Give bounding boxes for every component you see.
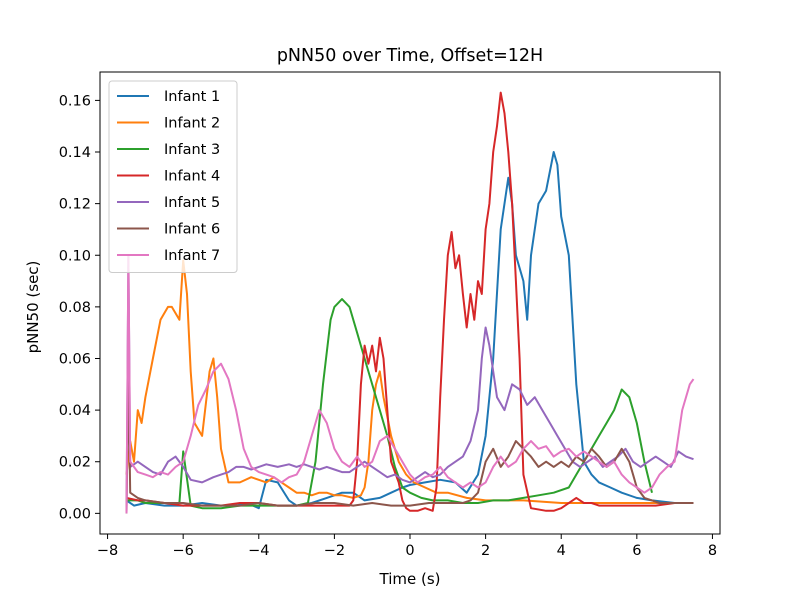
legend-label: Infant 5 [164, 195, 220, 211]
series-line-infant-7 [125, 254, 695, 514]
x-tick-label: 8 [708, 543, 717, 559]
y-axis-label: pNN50 (sec) [24, 261, 42, 354]
y-tick-label: 0.14 [59, 145, 91, 161]
y-tick-label: 0.16 [59, 93, 91, 109]
y-tick-label: 0.08 [59, 300, 91, 316]
x-tick-label: 2 [481, 543, 490, 559]
chart-title: pNN50 over Time, Offset=12H [277, 46, 543, 66]
series-line-infant-4 [126, 91, 694, 512]
legend-label: Infant 7 [164, 248, 220, 264]
legend-box [108, 80, 238, 273]
x-tick-label: −4 [248, 543, 269, 559]
y-tick-label: 0.06 [59, 351, 91, 367]
x-axis-label: Time (s) [379, 570, 441, 588]
y-tick-label: 0.10 [59, 248, 91, 264]
y-tick-label: 0.12 [59, 197, 91, 213]
x-tick-label: 0 [405, 543, 414, 559]
legend-label: Infant 2 [164, 116, 220, 132]
x-tick-label: 6 [632, 543, 641, 559]
x-tick-label: −6 [172, 543, 193, 559]
legend: Infant 1 Infant 2 Infant 3 Infant 4 Infant 5… [108, 80, 238, 273]
legend-label: Infant 4 [164, 169, 220, 185]
legend-label: Infant 1 [164, 89, 220, 105]
series-line-infant-2 [125, 259, 694, 504]
series-line-infant-6 [125, 370, 694, 514]
legend-label: Infant 6 [164, 222, 220, 238]
x-tick-label: −2 [324, 543, 345, 559]
y-tick-label: 0.04 [59, 403, 91, 419]
legend-label: Infant 3 [164, 142, 220, 158]
series-line-infant-5 [125, 254, 694, 514]
y-tick-label: 0.00 [59, 506, 91, 522]
axes: −8 −6 −4 −2 0 2 4 6 8 0.00 0.02 0.04 0.06 0.08 0.10 0.1… [59, 71, 721, 559]
y-tick-label: 0.02 [59, 455, 91, 471]
plot-area [125, 91, 695, 514]
x-tick-label: 4 [557, 543, 566, 559]
x-tick-label: −8 [97, 543, 118, 559]
